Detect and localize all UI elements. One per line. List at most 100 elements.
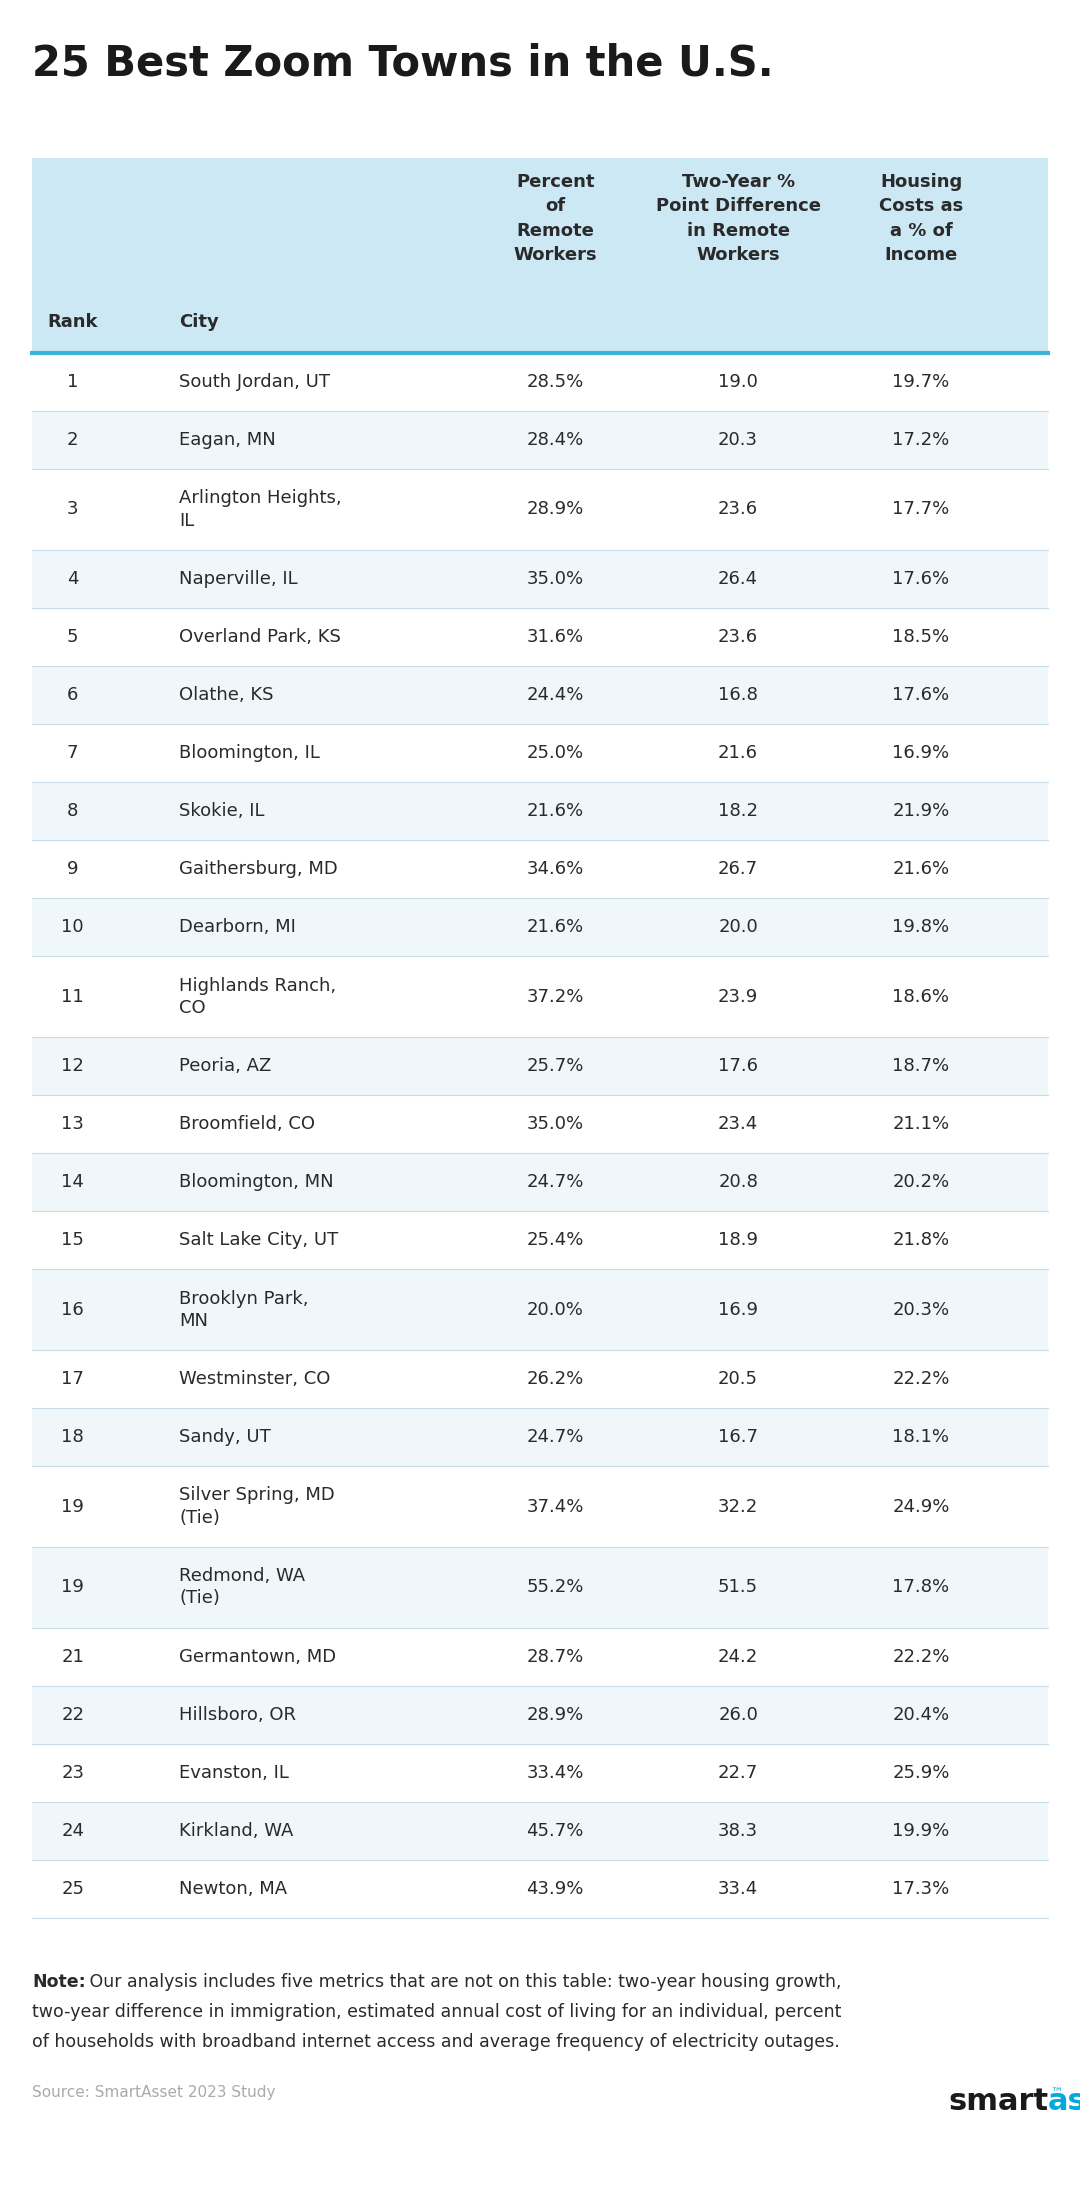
Text: 13: 13 xyxy=(62,1114,84,1134)
Text: 33.4: 33.4 xyxy=(718,1880,758,1897)
Text: 45.7%: 45.7% xyxy=(527,1822,584,1840)
Text: 21.6%: 21.6% xyxy=(527,803,584,821)
Text: Newton, MA: Newton, MA xyxy=(179,1880,287,1897)
Text: 28.9%: 28.9% xyxy=(527,1705,584,1723)
Text: 25.7%: 25.7% xyxy=(527,1057,584,1074)
Bar xyxy=(32,1628,1048,1685)
Text: 26.2%: 26.2% xyxy=(527,1370,584,1388)
Text: 20.3%: 20.3% xyxy=(892,1302,949,1319)
Bar xyxy=(32,1407,1048,1467)
Text: 26.0: 26.0 xyxy=(718,1705,758,1723)
Text: Two-Year %
Point Difference
in Remote
Workers: Two-Year % Point Difference in Remote Wo… xyxy=(656,172,821,265)
Text: 18.5%: 18.5% xyxy=(892,629,949,646)
Text: Source: SmartAsset 2023 Study: Source: SmartAsset 2023 Study xyxy=(32,2085,275,2100)
Text: 17: 17 xyxy=(62,1370,84,1388)
Text: 35.0%: 35.0% xyxy=(527,1114,584,1134)
Text: 20.8: 20.8 xyxy=(718,1174,758,1191)
Text: 21.1%: 21.1% xyxy=(892,1114,949,1134)
Text: 25.9%: 25.9% xyxy=(892,1765,949,1782)
Text: 24.7%: 24.7% xyxy=(527,1174,584,1191)
Text: 28.5%: 28.5% xyxy=(527,373,584,390)
Bar xyxy=(32,1860,1048,1917)
Bar xyxy=(32,1685,1048,1745)
Text: Brooklyn Park,
MN: Brooklyn Park, MN xyxy=(179,1291,309,1330)
Text: Eagan, MN: Eagan, MN xyxy=(179,430,276,450)
Bar xyxy=(32,666,1048,724)
Bar xyxy=(32,159,1048,353)
Bar xyxy=(32,1094,1048,1154)
Text: 38.3: 38.3 xyxy=(718,1822,758,1840)
Text: 20.3: 20.3 xyxy=(718,430,758,450)
Text: 6: 6 xyxy=(67,686,79,704)
Text: two-year difference in immigration, estimated annual cost of living for an indiv: two-year difference in immigration, esti… xyxy=(32,2003,841,2021)
Bar xyxy=(32,898,1048,955)
Text: Naperville, IL: Naperville, IL xyxy=(179,569,298,589)
Text: 28.9%: 28.9% xyxy=(527,501,584,518)
Text: 21.6%: 21.6% xyxy=(892,860,949,878)
Text: Sandy, UT: Sandy, UT xyxy=(179,1427,271,1447)
Text: 19.8%: 19.8% xyxy=(892,918,949,935)
Text: 3: 3 xyxy=(67,501,79,518)
Text: 21.9%: 21.9% xyxy=(892,803,949,821)
Text: Percent
of
Remote
Workers: Percent of Remote Workers xyxy=(513,172,597,265)
Text: Housing
Costs as
a % of
Income: Housing Costs as a % of Income xyxy=(879,172,963,265)
Text: 11: 11 xyxy=(62,988,84,1006)
Text: 18: 18 xyxy=(62,1427,84,1447)
Bar xyxy=(32,1211,1048,1268)
Text: Dearborn, MI: Dearborn, MI xyxy=(179,918,296,935)
Text: 16.9: 16.9 xyxy=(718,1302,758,1319)
Text: 32.2: 32.2 xyxy=(718,1498,758,1516)
Text: 24: 24 xyxy=(62,1822,84,1840)
Text: 20.0: 20.0 xyxy=(718,918,758,935)
Text: 20.4%: 20.4% xyxy=(892,1705,949,1723)
Bar xyxy=(32,783,1048,840)
Bar xyxy=(32,1268,1048,1350)
Text: 25.0%: 25.0% xyxy=(527,743,584,761)
Text: 12: 12 xyxy=(62,1057,84,1074)
Text: Olathe, KS: Olathe, KS xyxy=(179,686,274,704)
Text: Arlington Heights,
IL: Arlington Heights, IL xyxy=(179,490,342,529)
Bar xyxy=(32,470,1048,549)
Text: 24.4%: 24.4% xyxy=(527,686,584,704)
Text: 19.9%: 19.9% xyxy=(892,1822,949,1840)
Text: 16.9%: 16.9% xyxy=(892,743,949,761)
Text: 31.6%: 31.6% xyxy=(527,629,584,646)
Text: 2: 2 xyxy=(67,430,79,450)
Text: 26.7: 26.7 xyxy=(718,860,758,878)
Text: 24.2: 24.2 xyxy=(718,1648,758,1666)
Text: 18.9: 18.9 xyxy=(718,1231,758,1249)
Bar xyxy=(32,410,1048,470)
Text: Our analysis includes five metrics that are not on this table: two-year housing : Our analysis includes five metrics that … xyxy=(84,1972,841,1992)
Text: Salt Lake City, UT: Salt Lake City, UT xyxy=(179,1231,338,1249)
Text: 35.0%: 35.0% xyxy=(527,569,584,589)
Text: 22: 22 xyxy=(62,1705,84,1723)
Text: 33.4%: 33.4% xyxy=(527,1765,584,1782)
Text: 20.2%: 20.2% xyxy=(892,1174,949,1191)
Text: City: City xyxy=(179,313,219,331)
Text: Evanston, IL: Evanston, IL xyxy=(179,1765,289,1782)
Text: of households with broadband internet access and average frequency of electricit: of households with broadband internet ac… xyxy=(32,2034,840,2052)
Text: 17.8%: 17.8% xyxy=(892,1577,949,1597)
Bar xyxy=(32,1467,1048,1546)
Text: Bloomington, MN: Bloomington, MN xyxy=(179,1174,334,1191)
Text: 19: 19 xyxy=(62,1577,84,1597)
Text: 17.6%: 17.6% xyxy=(892,686,949,704)
Text: 16.7: 16.7 xyxy=(718,1427,758,1447)
Text: 19.7%: 19.7% xyxy=(892,373,949,390)
Bar xyxy=(32,955,1048,1037)
Text: Rank: Rank xyxy=(48,313,98,331)
Text: 21: 21 xyxy=(62,1648,84,1666)
Text: ™: ™ xyxy=(1050,2087,1063,2100)
Text: Overland Park, KS: Overland Park, KS xyxy=(179,629,341,646)
Text: Peoria, AZ: Peoria, AZ xyxy=(179,1057,271,1074)
Text: 21.8%: 21.8% xyxy=(892,1231,949,1249)
Text: 18.6%: 18.6% xyxy=(892,988,949,1006)
Text: Germantown, MD: Germantown, MD xyxy=(179,1648,337,1666)
Bar xyxy=(32,609,1048,666)
Text: Redmond, WA
(Tie): Redmond, WA (Tie) xyxy=(179,1566,306,1608)
Text: 23: 23 xyxy=(62,1765,84,1782)
Text: Note:: Note: xyxy=(32,1972,85,1992)
Bar xyxy=(32,1154,1048,1211)
Text: 8: 8 xyxy=(67,803,79,821)
Text: 55.2%: 55.2% xyxy=(527,1577,584,1597)
